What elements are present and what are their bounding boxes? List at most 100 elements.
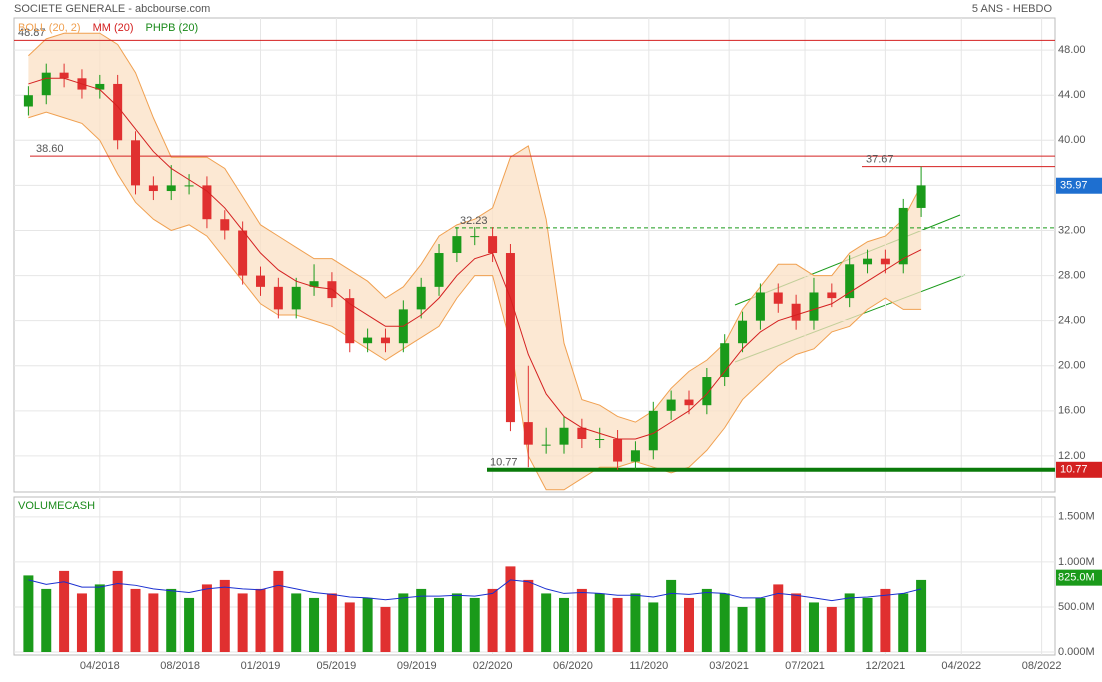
price-panel (13, 17, 1056, 493)
candle-body (505, 253, 515, 423)
candle-body (773, 292, 783, 304)
y-tick-label: 40.00 (1058, 134, 1086, 146)
y-tick-label: 44.00 (1058, 89, 1086, 101)
candle-body (291, 286, 301, 310)
volume-bar (130, 588, 141, 652)
candle-body (470, 236, 480, 238)
candle-body (738, 320, 748, 344)
volume-bar (612, 597, 623, 652)
candle-body (613, 439, 623, 462)
bollinger-fill (28, 33, 922, 490)
volume-bar (469, 597, 480, 652)
volume-bar (291, 593, 302, 652)
candle-body (880, 258, 890, 265)
y-tick-label: 48.00 (1058, 44, 1086, 56)
volume-bar (791, 593, 802, 652)
y-tick-label: 16.00 (1058, 405, 1086, 417)
x-tick-label: 04/2018 (80, 660, 120, 672)
volume-last-label: 825.0M (1058, 572, 1095, 584)
candle-body (41, 72, 51, 96)
candle-body (666, 399, 676, 411)
volume-bar (237, 593, 248, 652)
volume-bar (844, 593, 855, 652)
y-tick-label: 500.0M (1058, 601, 1095, 613)
x-tick-label: 05/2019 (316, 660, 356, 672)
volume-bar (148, 593, 159, 652)
candle-body (273, 286, 283, 310)
candle-body (720, 343, 730, 378)
volume-average (28, 579, 922, 602)
candle-body (577, 427, 587, 440)
volume-bar (719, 593, 730, 652)
volume-bar (755, 597, 766, 652)
volume-bar (380, 606, 391, 652)
volume-bar (898, 593, 909, 652)
candle-body (148, 185, 158, 192)
level-box-label: 10.77 (1060, 464, 1088, 476)
volume-bar (666, 579, 677, 652)
candle-body (648, 410, 658, 451)
candle-body (363, 337, 373, 344)
candle-body (59, 72, 69, 79)
bollinger-lower (28, 111, 922, 491)
candle-body (595, 439, 605, 441)
x-tick-label: 08/2018 (160, 660, 200, 672)
volume-bar (184, 597, 195, 652)
volume-bar (541, 593, 552, 652)
x-tick-label: 06/2020 (553, 660, 593, 672)
level-label: 32.23 (460, 215, 488, 227)
volume-bar (880, 588, 891, 652)
volume-panel (13, 496, 1056, 656)
volume-bar (559, 597, 570, 652)
x-tick-label: 09/2019 (397, 660, 437, 672)
volume-bar (701, 588, 712, 652)
candle-body (845, 264, 855, 299)
candle-body (95, 83, 105, 90)
legend-entry: BOLL (20, 2) (18, 22, 81, 34)
bollinger-upper (28, 32, 922, 423)
volume-bar (683, 597, 694, 652)
candle-body (630, 450, 640, 462)
volume-bar (362, 597, 373, 652)
candle-body (755, 292, 765, 321)
volume-bar (576, 588, 587, 652)
volume-bar (76, 593, 87, 652)
legend-entry: PHPB (20) (146, 22, 199, 34)
volume-bar (773, 584, 784, 652)
x-tick-label: 11/2020 (629, 660, 668, 672)
volume-bar (434, 597, 445, 652)
candle-body (131, 140, 141, 186)
candle-body (559, 427, 569, 445)
volume-bar (59, 570, 70, 652)
candle-body (541, 444, 551, 446)
candle-body (827, 292, 837, 299)
y-tick-label: 1.500M (1058, 511, 1095, 523)
x-tick-label: 07/2021 (785, 660, 825, 672)
volume-bar (326, 593, 337, 652)
candle-body (202, 185, 212, 220)
x-tick-label: 01/2019 (241, 660, 281, 672)
volume-bar (309, 597, 320, 652)
volume-bar (523, 579, 534, 652)
candle-body (523, 422, 533, 445)
header-period: 5 ANS - HEBDO (972, 3, 1053, 15)
volume-last-box (1056, 569, 1102, 586)
x-tick-label: 03/2021 (709, 660, 749, 672)
candle-body (345, 298, 355, 344)
level-label: 48.87 (18, 27, 46, 39)
candle-body (166, 185, 176, 192)
candle-body (898, 207, 908, 265)
volume-bar (648, 602, 659, 652)
y-tick-label: 20.00 (1058, 360, 1086, 372)
level-box (1056, 461, 1102, 478)
x-tick-label: 12/2021 (866, 660, 906, 672)
volume-bar (594, 593, 605, 652)
candle-body (809, 292, 819, 321)
candle-body (184, 185, 194, 187)
volume-bar (451, 593, 462, 652)
candle-body (255, 275, 265, 287)
volume-bar (737, 606, 748, 652)
volume-bar (273, 570, 284, 652)
volume-bar (416, 588, 427, 652)
